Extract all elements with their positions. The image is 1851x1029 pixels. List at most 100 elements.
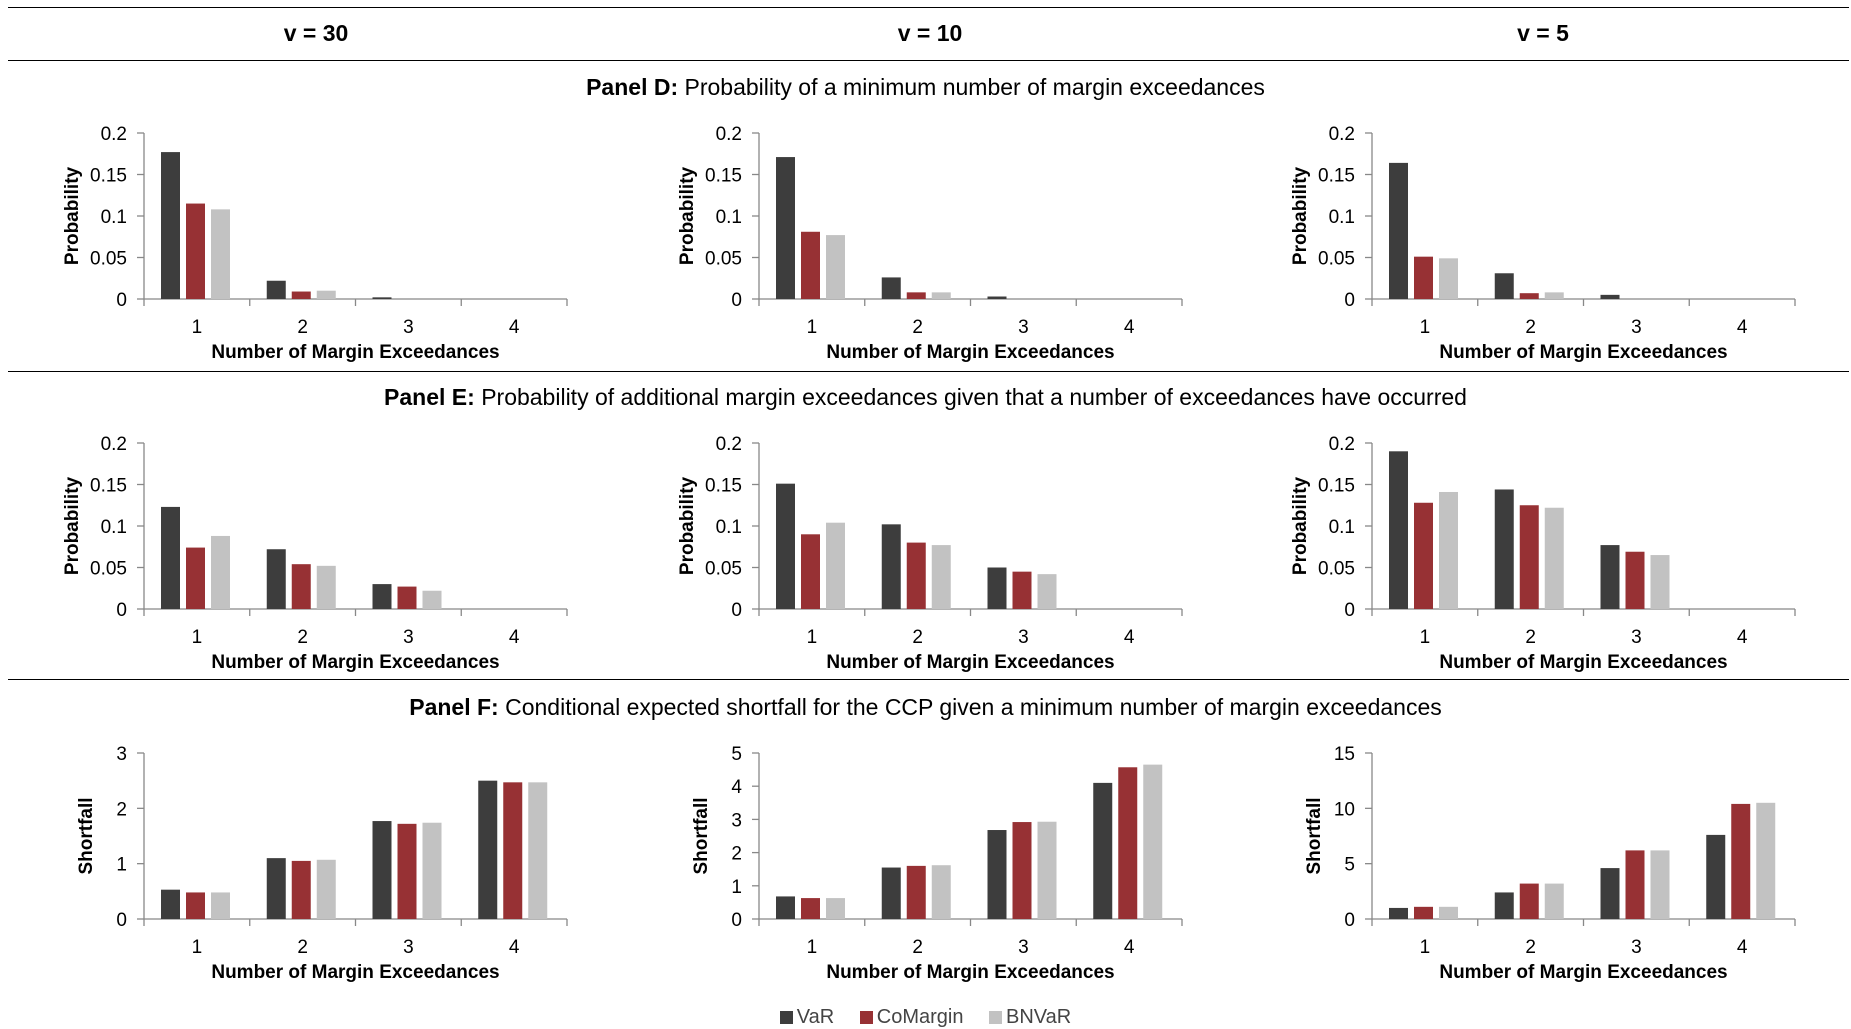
x-axis-label: Number of Margin Exceedances [211, 652, 499, 673]
y-axis-label: Probability [1290, 166, 1311, 265]
y-tick-label: 0.05 [90, 559, 127, 580]
x-tick-label: 2 [1525, 937, 1536, 958]
chart-f-col1: 0 1 2 3 1 2 3 4 Number of Margin Exceedances Shor… [76, 744, 568, 983]
x-tick-label: 4 [509, 937, 520, 958]
bar-bnvar [1650, 555, 1670, 609]
bar-comargin [1414, 256, 1433, 299]
x-tick-label: 2 [912, 317, 923, 338]
y-tick-label: 5 [731, 744, 742, 765]
bar-var [987, 830, 1007, 919]
bar-bnvar [1756, 802, 1776, 919]
chart-d-col2: 0 0.05 0.1 0.15 0.2 1 2 3 4 Number of Margin Exce… [677, 124, 1183, 363]
column-header-v5: v = 5 [1517, 20, 1569, 46]
x-tick-label: 1 [1420, 937, 1431, 958]
bar-comargin [503, 782, 523, 919]
header-rule [8, 60, 1849, 61]
y-tick-label: 0 [116, 910, 127, 931]
chart-d-col1: 0 0.05 0.1 0.15 0.2 1 2 3 4 Number of Margin Exce… [62, 124, 568, 363]
x-axis-label: Number of Margin Exceedances [1439, 962, 1727, 983]
legend-label-bnvar: BNVaR [1006, 1006, 1072, 1028]
bar-var [881, 867, 901, 919]
bar-comargin [1519, 505, 1539, 609]
x-tick-label: 3 [1631, 627, 1642, 648]
bar-bnvar [1439, 491, 1458, 609]
y-tick-label: 0.05 [705, 559, 742, 580]
bar-bnvar [931, 292, 951, 299]
bar-bnvar [931, 545, 951, 609]
y-tick-label: 0.05 [90, 249, 127, 270]
bar-comargin [906, 542, 926, 609]
bar-comargin [906, 292, 926, 299]
x-tick-label: 1 [807, 627, 818, 648]
x-tick-label: 4 [1124, 317, 1135, 338]
panel-f-title: Panel F: Conditional expected shortfall … [0, 694, 1851, 721]
panel-e-rule [8, 371, 1849, 372]
y-tick-label: 15 [1334, 744, 1355, 765]
bar-comargin [906, 865, 926, 919]
y-tick-label: 0 [116, 600, 127, 621]
bar-var [478, 780, 498, 919]
x-axis-label: Number of Margin Exceedances [211, 962, 499, 983]
x-tick-label: 3 [403, 937, 414, 958]
bar-bnvar [211, 892, 230, 919]
bar-bnvar [316, 290, 336, 299]
x-tick-label: 4 [1124, 937, 1135, 958]
y-tick-label: 3 [116, 744, 127, 765]
bar-comargin [397, 823, 417, 919]
x-tick-label: 3 [1018, 627, 1029, 648]
bar-var [776, 157, 795, 299]
panel-e-text: Probability of additional margin exceeda… [481, 384, 1467, 410]
bar-bnvar [1439, 258, 1458, 299]
y-tick-label: 0.05 [1318, 249, 1355, 270]
bar-comargin [1519, 883, 1539, 919]
y-tick-label: 10 [1334, 799, 1355, 820]
y-axis-label: Shortfall [1304, 797, 1325, 874]
y-tick-label: 0.15 [90, 166, 127, 187]
panel-e-label: Panel E: [384, 384, 475, 410]
column-header-v10: v = 10 [897, 20, 963, 46]
bar-comargin [1414, 906, 1433, 919]
x-axis-label: Number of Margin Exceedances [826, 962, 1114, 983]
x-tick-label: 3 [1018, 317, 1029, 338]
x-tick-label: 1 [807, 937, 818, 958]
bar-var [1706, 834, 1726, 919]
y-tick-label: 0.2 [101, 434, 127, 455]
y-tick-label: 0 [1344, 290, 1355, 311]
bar-bnvar [316, 565, 336, 609]
x-tick-label: 3 [403, 317, 414, 338]
chart-f-col3: 0 5 10 15 1 2 3 4 Number of Margin Exceedances Sh… [1304, 744, 1796, 983]
bar-var [372, 584, 392, 609]
bar-var [161, 152, 180, 299]
bar-var [776, 483, 795, 609]
panel-d-text: Probability of a minimum number of margi… [684, 74, 1265, 100]
bar-comargin [1118, 767, 1138, 919]
bar-var [161, 506, 180, 609]
y-tick-label: 4 [731, 777, 742, 798]
bar-var [1494, 273, 1514, 299]
y-tick-label: 0 [731, 600, 742, 621]
y-axis-label: Probability [677, 166, 698, 265]
bar-var [776, 896, 795, 919]
legend-item-var: VaR [779, 1006, 834, 1029]
bar-bnvar [422, 822, 442, 919]
bar-var [1389, 907, 1408, 919]
bar-bnvar [931, 865, 951, 919]
bar-comargin [1731, 803, 1751, 919]
legend-swatch-comargin [859, 1011, 873, 1024]
bar-bnvar [528, 782, 548, 919]
bar-var [881, 524, 901, 609]
chart-f-col2: 0 1 2 3 4 5 1 2 3 4 Number of Margin Exceedances Sh… [691, 744, 1183, 983]
bar-bnvar [1544, 507, 1564, 609]
y-tick-label: 0.1 [101, 207, 127, 228]
bar-bnvar [826, 235, 845, 299]
bar-bnvar [1143, 764, 1163, 919]
bar-comargin [186, 892, 205, 919]
legend-item-bnvar: BNVaR [989, 1006, 1071, 1029]
legend-item-comargin: CoMargin [859, 1006, 963, 1029]
bar-var [1600, 868, 1620, 919]
x-tick-label: 2 [1525, 317, 1536, 338]
y-tick-label: 0.05 [705, 249, 742, 270]
bar-var [372, 297, 392, 299]
chart-e-col3: 0 0.05 0.1 0.15 0.2 1 2 3 4 Number of Margin Exce… [1290, 434, 1796, 673]
x-tick-label: 3 [1631, 937, 1642, 958]
